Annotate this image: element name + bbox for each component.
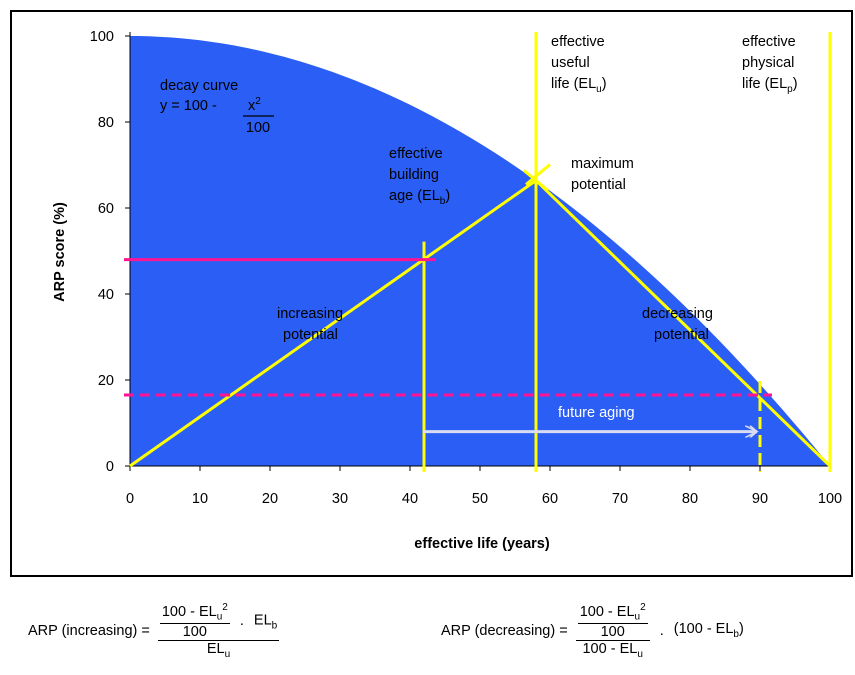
x-tick-label: 20 — [262, 491, 278, 507]
increasing-potential-line — [129, 179, 537, 468]
x-tick-label: 0 — [126, 491, 134, 507]
decay-curve-label: decay curve — [160, 78, 238, 94]
formula-increasing-denominator: ELu — [206, 640, 231, 660]
decreasing-potential-label-1: decreasing — [642, 306, 713, 322]
decay-equation-left: y = 100 - — [160, 98, 217, 114]
formula-decreasing-tail: (100 - ELb) — [673, 621, 744, 641]
y-tick-label: 60 — [98, 201, 114, 217]
chart-frame: 0 10 20 30 40 50 60 70 80 90 100 0 20 40 60 80 100 effect… — [10, 10, 853, 577]
x-tick-label: 100 — [818, 491, 842, 507]
y-tick-label: 20 — [98, 373, 114, 389]
formula-decreasing-numerator: 100 - ELu2 100 — [577, 602, 648, 640]
effective-building-age-label-1: effective — [389, 146, 443, 162]
y-axis-title: ARP score (%) — [52, 202, 68, 302]
x-axis-title: effective life (years) — [414, 536, 550, 552]
effective-useful-life-label-2: useful — [551, 55, 590, 71]
x-tick-label: 60 — [542, 491, 558, 507]
effective-building-age-label-2: building — [389, 167, 439, 183]
formula-increasing: ARP (increasing) = 100 - ELu2 100 . ELb … — [28, 602, 280, 660]
formula-increasing-numerator: 100 - ELu2 100 . ELb — [159, 602, 278, 640]
arp-chart: 0 10 20 30 40 50 60 70 80 90 100 0 20 40 60 80 100 effect… — [52, 29, 842, 552]
decreasing-potential-label-2: potential — [654, 327, 709, 343]
y-tick-label: 80 — [98, 115, 114, 131]
maximum-potential-label-1: maximum — [571, 156, 634, 172]
y-tick-label: 0 — [106, 459, 114, 475]
y-tick-label: 40 — [98, 287, 114, 303]
x-tick-label: 40 — [402, 491, 418, 507]
effective-useful-life-label-3: life (ELu) — [551, 76, 607, 95]
formula-decreasing-fraction: 100 - ELu2 100 100 - ELu — [575, 602, 650, 660]
effective-useful-life-label-1: effective — [551, 34, 605, 50]
effective-building-age-label-3: age (ELb) — [389, 188, 450, 207]
formula-decreasing-label: ARP (decreasing) = — [441, 622, 568, 639]
x-tick-label: 10 — [192, 491, 208, 507]
formula-decreasing-denominator: 100 - ELu — [582, 640, 643, 660]
y-tick-label: 100 — [90, 29, 114, 45]
formula-increasing-label: ARP (increasing) = — [28, 622, 150, 639]
increasing-potential-label-1: increasing — [277, 306, 343, 322]
effective-physical-life-label-3: life (ELp) — [742, 76, 798, 95]
max-potential-cross — [525, 163, 551, 186]
x-tick-label: 50 — [472, 491, 488, 507]
effective-physical-life-label-2: physical — [742, 55, 794, 71]
maximum-potential-label-2: potential — [571, 177, 626, 193]
x-tick-label: 70 — [612, 491, 628, 507]
effective-physical-life-label-1: effective — [742, 34, 796, 50]
x-tick-label: 90 — [752, 491, 768, 507]
future-aging-label: future aging — [558, 405, 635, 421]
decay-curve-area — [130, 36, 830, 466]
x-tick-label: 30 — [332, 491, 348, 507]
formula-increasing-fraction: 100 - ELu2 100 . ELb ELu — [157, 602, 280, 660]
formula-decreasing: ARP (decreasing) = 100 - ELu2 100 100 - … — [441, 602, 744, 660]
increasing-potential-label-2: potential — [283, 327, 338, 343]
decay-equation-denominator: 100 — [246, 120, 270, 136]
decreasing-potential-line — [534, 179, 832, 468]
x-tick-label: 80 — [682, 491, 698, 507]
